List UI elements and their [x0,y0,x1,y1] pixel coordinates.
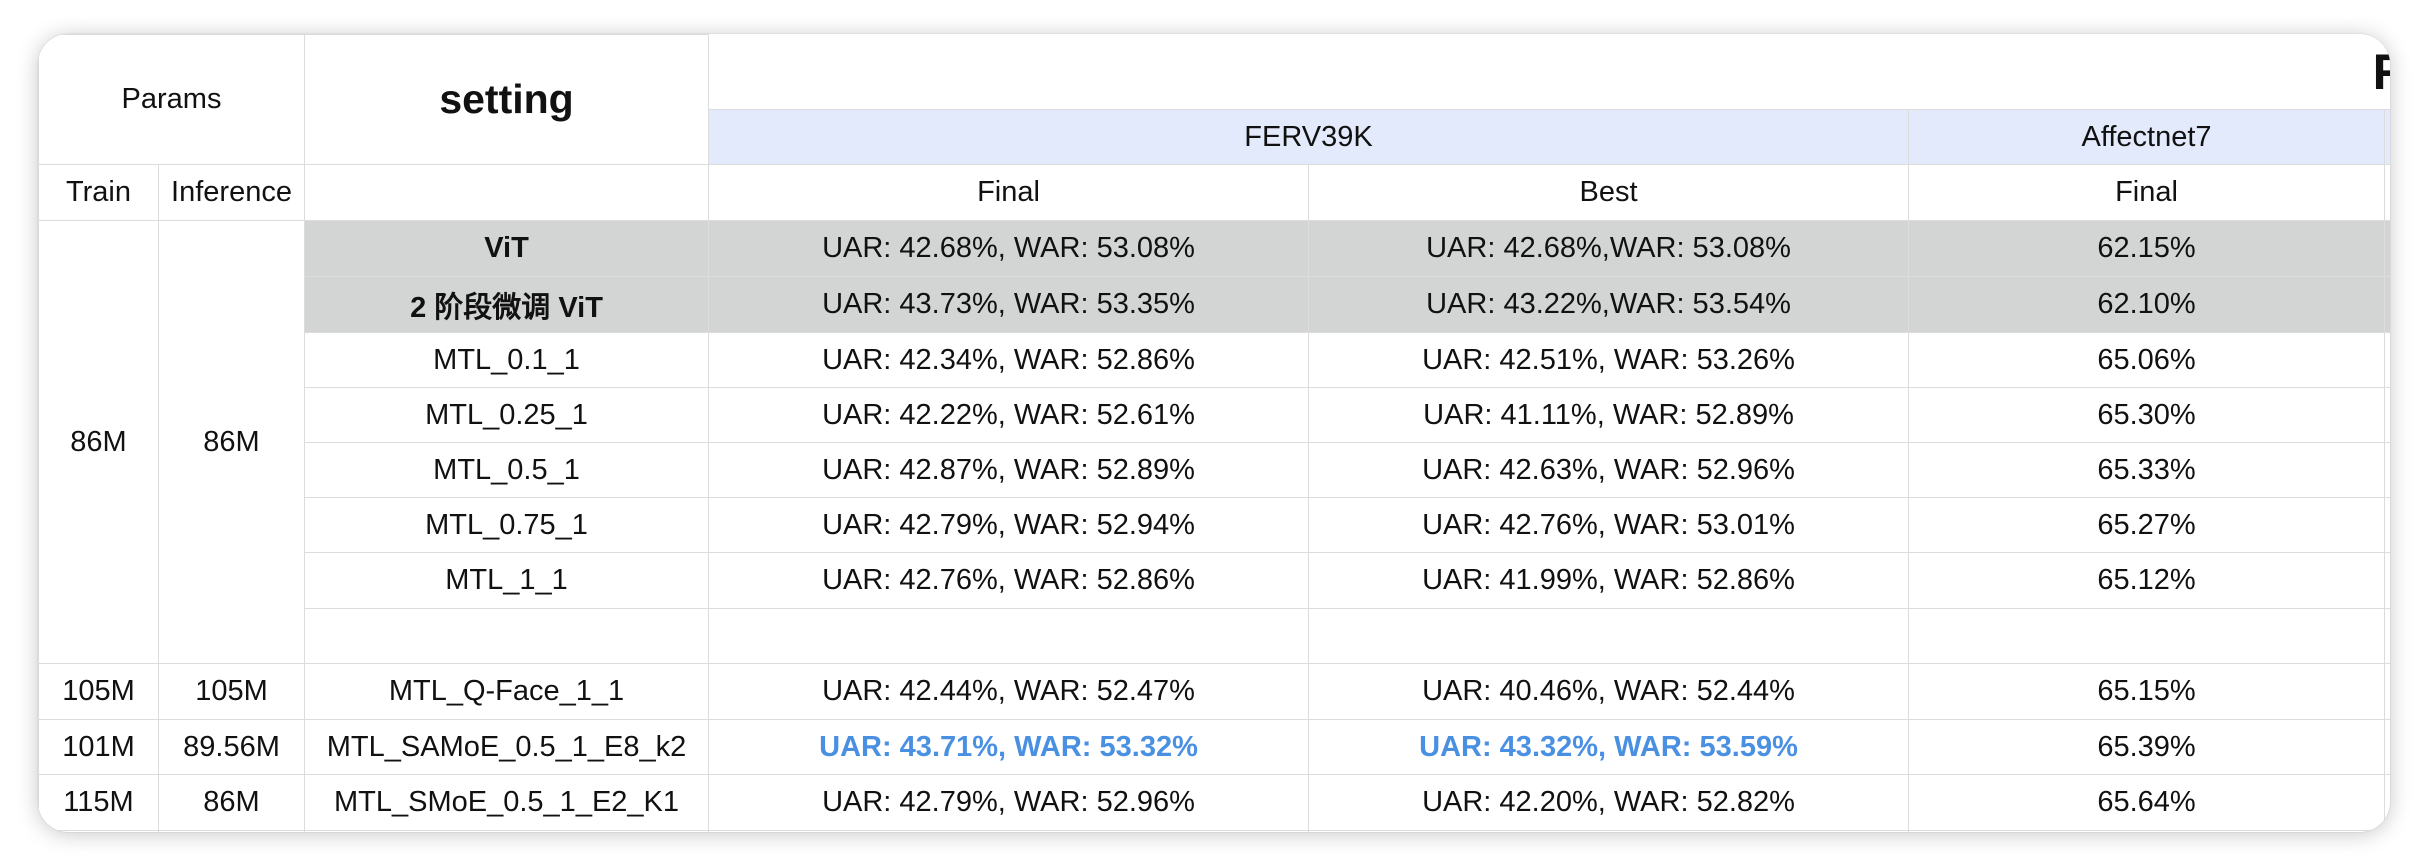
dataset-ferv39k-header: FERV39K [708,109,1910,165]
affect-final-cell: 62.15% [1908,220,2386,277]
setting-cell: MTL_0.25_1 [304,387,710,443]
affect-final-cell: 65.30% [1908,387,2386,443]
setting-cell: MTL_1_1 [304,552,710,609]
setting-header: setting [304,34,710,165]
ferv-final-cell: UAR: 42.44%, WAR: 52.47% [708,663,1310,720]
train-header: Train [38,164,159,221]
partial-row-cell [1908,830,2386,832]
ferv-final-header: Final [708,164,1310,221]
train-params-86m: 86M [38,220,159,664]
ferv-best-cell: UAR: 42.68%,WAR: 53.08% [1308,220,1910,277]
partial-row-cell [2384,830,2390,832]
ferv-best-cell: UAR: 41.11%, WAR: 52.89% [1308,387,1910,443]
setting-cell: ViT [304,220,710,277]
overflow-cell [2384,164,2390,221]
empty-cell [1308,608,1910,664]
ferv-best-cell: UAR: 41.99%, WAR: 52.86% [1308,552,1910,609]
dataset-affectnet7-header: Affectnet7 [1908,109,2386,165]
partial-row-cell [1308,830,1910,832]
ferv-final-cell: UAR: 42.22%, WAR: 52.61% [708,387,1310,443]
partial-row-cell [157,830,306,832]
ferv-final-cell: UAR: 42.87%, WAR: 52.89% [708,442,1310,498]
affect-final-cell: 65.06% [1908,332,2386,388]
inference-params-cell: 86M [157,774,306,831]
empty-cell [304,608,710,664]
table-card: Params setting Re FERV39K Affectnet7 Tra… [38,34,2390,832]
overflow-cell [2384,332,2390,388]
partial-row-cell [708,830,1310,832]
empty-cell [2384,608,2390,664]
ferv-final-cell: UAR: 42.79%, WAR: 52.94% [708,497,1310,553]
affect-final-cell: 65.27% [1908,497,2386,553]
overflow-cell [2384,663,2390,720]
ferv-final-cell: UAR: 42.34%, WAR: 52.86% [708,332,1310,388]
params-header: Params [38,34,306,165]
overflow-cell [2384,774,2390,831]
ferv-best-cell: UAR: 40.46%, WAR: 52.44% [1308,663,1910,720]
affect-final-cell: 65.15% [1908,663,2386,720]
train-params-cell: 105M [38,663,159,720]
ferv-best-cell: UAR: 42.63%, WAR: 52.96% [1308,442,1910,498]
overflow-cell [2384,387,2390,443]
ferv-final-cell: UAR: 42.68%, WAR: 53.08% [708,220,1310,277]
inference-header: Inference [157,164,306,221]
overflow-cell [2384,276,2390,333]
train-params-cell: 101M [38,719,159,775]
ferv-final-cell: UAR: 42.76%, WAR: 52.86% [708,552,1310,609]
setting-cell: MTL_0.1_1 [304,332,710,388]
ferv-final-cell: UAR: 42.79%, WAR: 52.96% [708,774,1310,831]
setting-cell: MTL_0.75_1 [304,497,710,553]
ferv-best-cell: UAR: 42.76%, WAR: 53.01% [1308,497,1910,553]
results-table: Params setting Re FERV39K Affectnet7 Tra… [38,34,2390,832]
setting-cell: MTL_SAMoE_0.5_1_E8_k2 [304,719,710,775]
header-band-overflow [2384,109,2390,165]
affect-final-cell: 62.10% [1908,276,2386,333]
empty-cell [708,608,1310,664]
affect-final-cell: 65.12% [1908,552,2386,609]
ferv-best-cell: UAR: 42.51%, WAR: 53.26% [1308,332,1910,388]
overflow-cell [2384,220,2390,277]
ferv-final-cell-highlight: UAR: 43.71%, WAR: 53.32% [708,719,1310,775]
setting-cell: 2 阶段微调 ViT [304,276,710,333]
train-params-cell: 115M [38,774,159,831]
overflow-cell [2384,719,2390,775]
setting-cell: MTL_SMoE_0.5_1_E2_K1 [304,774,710,831]
empty-cell [1908,608,2386,664]
inference-params-cell: 105M [157,663,306,720]
ferv-best-header: Best [1308,164,1910,221]
overflow-cell [2384,552,2390,609]
inference-params-cell: 89.56M [157,719,306,775]
setting-subheader-empty [304,164,710,221]
partial-row-cell [38,830,159,832]
ferv-best-cell: UAR: 42.20%, WAR: 52.82% [1308,774,1910,831]
affect-final-header: Final [1908,164,2386,221]
ferv-best-cell: UAR: 43.22%,WAR: 53.54% [1308,276,1910,333]
results-header-partial: Re [708,34,2390,110]
overflow-cell [2384,442,2390,498]
affect-final-cell: 65.33% [1908,442,2386,498]
setting-cell: MTL_0.5_1 [304,442,710,498]
ferv-best-cell-highlight: UAR: 43.32%, WAR: 53.59% [1308,719,1910,775]
partial-row-cell [304,830,710,832]
affect-final-cell: 65.64% [1908,774,2386,831]
affect-final-cell: 65.39% [1908,719,2386,775]
ferv-final-cell: UAR: 43.73%, WAR: 53.35% [708,276,1310,333]
setting-cell: MTL_Q-Face_1_1 [304,663,710,720]
overflow-cell [2384,497,2390,553]
inference-params-86m: 86M [157,220,306,664]
